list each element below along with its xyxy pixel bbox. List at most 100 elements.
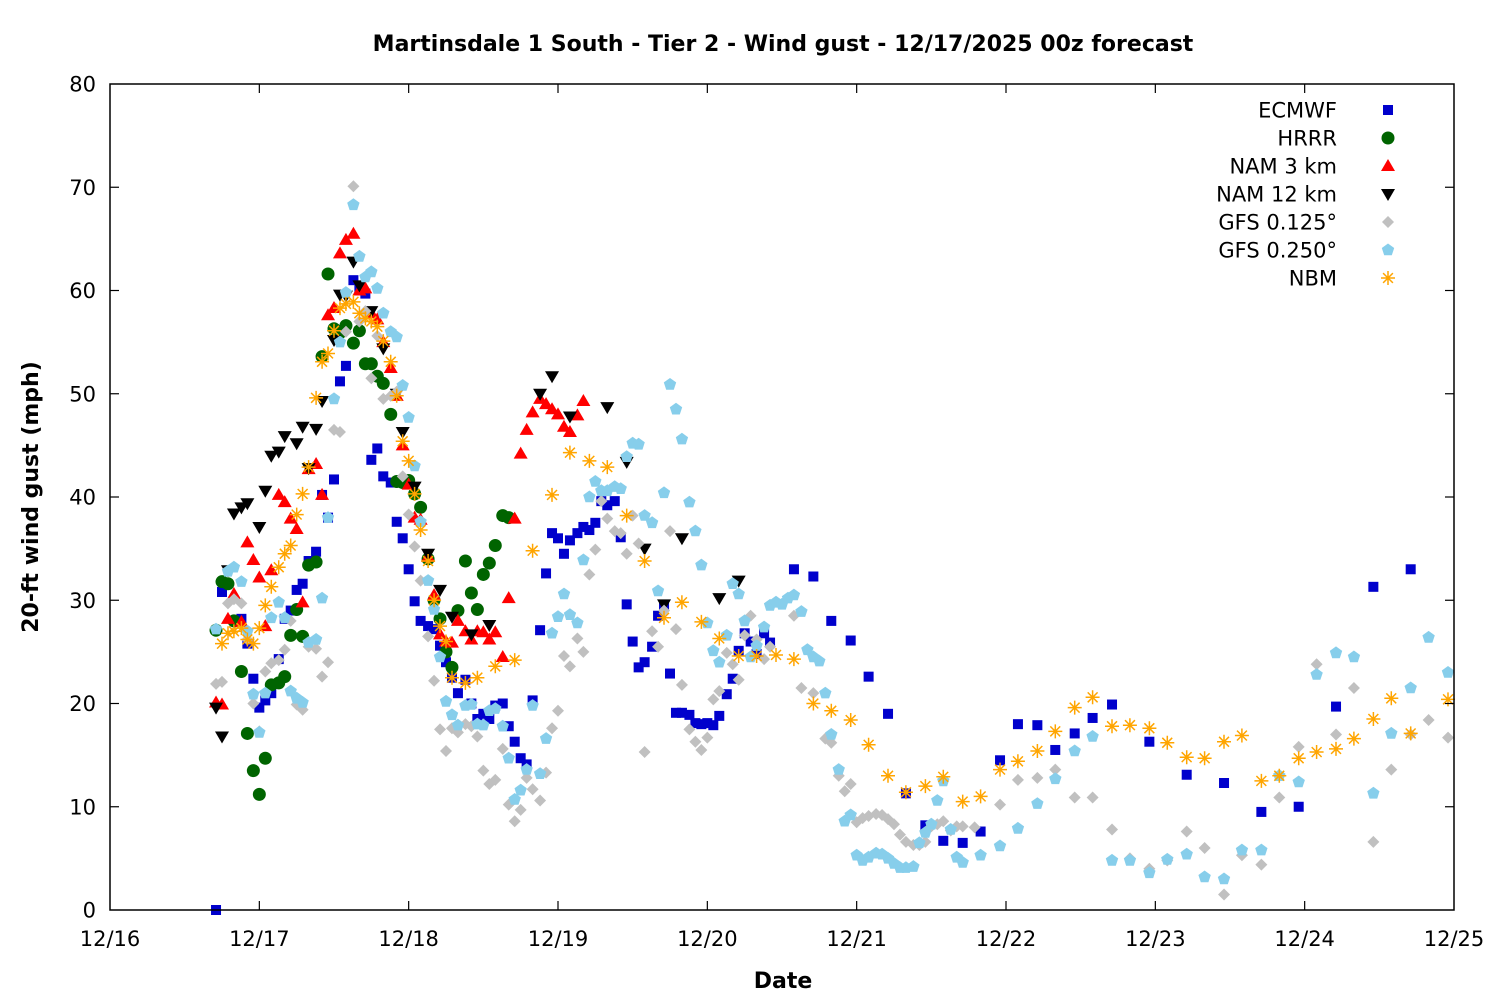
- legend: ECMWF HRRR NAM 3 km NAM 12 km GFS 0.125° GFS …: [1216, 99, 1395, 291]
- data-point: [346, 294, 361, 309]
- data-point: [745, 636, 756, 647]
- data-point: [1405, 564, 1416, 575]
- data-point: [1347, 682, 1360, 695]
- data-point: [496, 719, 509, 732]
- data-point: [526, 699, 539, 711]
- data-point: [372, 443, 383, 454]
- data-point: [252, 787, 266, 801]
- data-point: [253, 725, 266, 738]
- data-point: [883, 708, 894, 719]
- data-point: [639, 657, 650, 668]
- data-point: [843, 713, 858, 727]
- data-point: [701, 731, 714, 744]
- data-point: [309, 423, 324, 436]
- data-point: [638, 746, 651, 759]
- data-point: [589, 475, 602, 487]
- data-point: [832, 763, 845, 775]
- data-point: [546, 722, 559, 735]
- data-point: [600, 460, 615, 475]
- data-point: [712, 593, 727, 606]
- data-point: [458, 675, 473, 690]
- x-tick-label: 12/22: [976, 927, 1037, 951]
- data-point: [920, 820, 931, 831]
- data-point: [489, 773, 502, 786]
- data-point: [433, 584, 448, 597]
- data-point: [995, 755, 1006, 766]
- data-point: [994, 798, 1007, 811]
- data-point: [732, 673, 745, 686]
- data-point: [376, 334, 391, 349]
- data-point: [1368, 581, 1379, 592]
- data-point: [1180, 825, 1193, 838]
- data-point: [769, 648, 783, 662]
- data-point: [757, 620, 771, 633]
- data-point: [445, 660, 459, 674]
- data-point: [759, 628, 770, 639]
- data-point: [507, 653, 522, 668]
- data-point: [1329, 646, 1343, 659]
- data-point: [614, 482, 627, 494]
- data-point: [1049, 763, 1062, 776]
- data-point: [632, 437, 645, 450]
- data-point: [1031, 797, 1044, 809]
- data-point: [501, 591, 516, 604]
- data-point: [421, 574, 435, 586]
- data-point: [414, 515, 427, 527]
- data-point: [1142, 721, 1157, 736]
- data-point: [333, 425, 346, 438]
- data-point: [795, 605, 808, 617]
- data-point: [359, 305, 372, 318]
- data-point: [427, 603, 441, 615]
- data-point: [533, 767, 547, 779]
- data-point: [1068, 791, 1081, 804]
- data-point: [720, 628, 733, 641]
- data-point: [601, 512, 614, 525]
- data-point: [422, 630, 435, 643]
- data-point: [1107, 699, 1118, 710]
- data-point: [750, 639, 763, 651]
- data-point: [340, 360, 351, 371]
- data-point: [806, 696, 821, 711]
- data-point: [801, 643, 814, 656]
- data-point: [726, 577, 739, 589]
- data-point: [993, 762, 1007, 777]
- data-point: [562, 411, 577, 424]
- data-point: [264, 450, 279, 463]
- data-point: [508, 793, 521, 805]
- data-point: [1309, 745, 1324, 759]
- data-point: [509, 736, 520, 747]
- data-point: [1422, 630, 1435, 643]
- data-point: [464, 629, 479, 642]
- data-point: [439, 634, 453, 649]
- y-tick-label: 40: [69, 486, 96, 510]
- data-point: [376, 343, 391, 356]
- data-point: [1069, 728, 1080, 739]
- data-point: [938, 835, 949, 846]
- data-point: [861, 737, 876, 752]
- data-point: [513, 446, 528, 459]
- data-point: [547, 528, 558, 539]
- data-point: [240, 535, 255, 548]
- data-point: [246, 552, 261, 565]
- data-point: [1012, 719, 1023, 730]
- data-point: [674, 595, 689, 610]
- data-point: [808, 571, 819, 582]
- data-point: [1180, 847, 1193, 860]
- data-point: [514, 803, 527, 816]
- data-point: [339, 325, 352, 338]
- data-point: [787, 588, 801, 601]
- data-point: [444, 611, 459, 624]
- y-tick-label: 10: [69, 795, 96, 819]
- x-tick-label: 12/16: [80, 927, 141, 951]
- data-point: [234, 664, 248, 678]
- data-point: [296, 696, 309, 708]
- data-point: [888, 818, 900, 831]
- data-point: [309, 633, 323, 645]
- data-point: [602, 500, 613, 511]
- data-point: [620, 547, 633, 560]
- data-point: [974, 848, 987, 861]
- data-point: [1367, 786, 1380, 799]
- data-point: [315, 487, 330, 500]
- data-point: [545, 371, 560, 384]
- data-point: [564, 535, 575, 546]
